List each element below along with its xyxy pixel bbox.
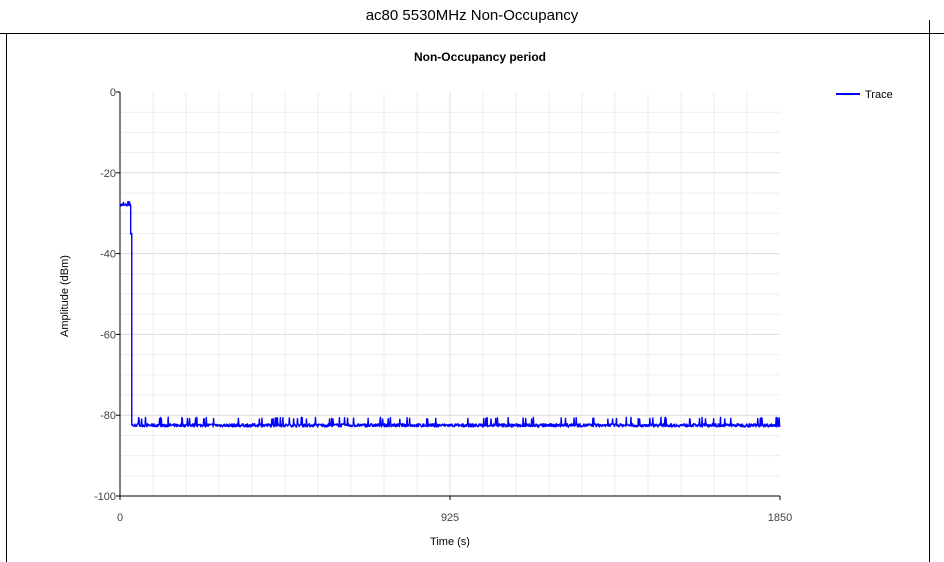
grid <box>120 92 780 496</box>
chart-title: Non-Occupancy period <box>414 50 546 64</box>
window-title: ac80 5530MHz Non-Occupancy <box>365 7 579 24</box>
frame-right-border <box>929 20 930 562</box>
x-axis-title: Time (s) <box>430 536 470 548</box>
frame-left-border <box>6 34 7 562</box>
x-tick-label: 0 <box>117 512 123 524</box>
series-layer <box>119 200 781 428</box>
x-tick-label: 925 <box>441 512 459 524</box>
series-line-trace <box>119 200 781 428</box>
y-tick-label: 0 <box>110 87 116 99</box>
y-tick-label: -80 <box>100 410 116 422</box>
legend-label: Trace <box>865 89 893 101</box>
y-tick-label: -40 <box>100 249 116 261</box>
y-tick-label: -100 <box>94 491 116 503</box>
x-tick-label: 1850 <box>768 512 792 524</box>
y-axis-title: Amplitude (dBm) <box>59 255 71 337</box>
legend: Trace <box>836 89 893 101</box>
y-tick-label: -60 <box>100 329 116 341</box>
y-tick-label: -20 <box>100 168 116 180</box>
frame-divider <box>0 33 944 34</box>
